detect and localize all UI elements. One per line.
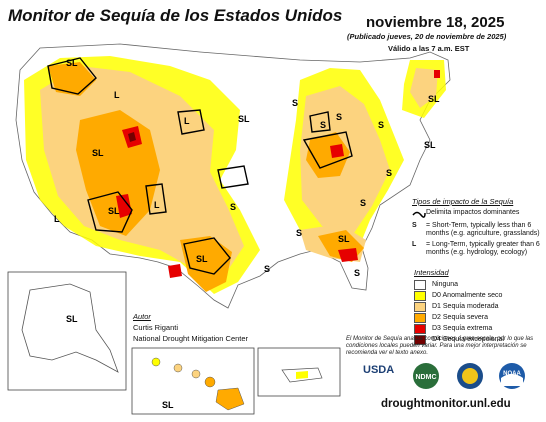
- legend-item-d1: D1 Sequía moderada: [414, 301, 546, 312]
- disclaimer-note: El Monitor de Sequía analiza condiciones…: [346, 336, 534, 357]
- legend-swatch: [414, 290, 426, 301]
- impact-boundary-arizona: [87, 191, 133, 233]
- d2-region-northwest: [48, 62, 96, 96]
- legend-label: Ninguna: [432, 281, 459, 288]
- impact-boundary-colorado: [145, 183, 167, 215]
- impact-label-s-kansas: S: [230, 202, 236, 212]
- legend-item-d4: D4 Sequía excepcional: [414, 334, 546, 345]
- ndmc-logo: NDMC: [413, 363, 439, 389]
- boundary-label: Delimita impactos dominantes: [426, 209, 520, 216]
- legend-label: D2 Sequía severa: [432, 314, 489, 321]
- impact-label-sl-southeast: SL: [338, 234, 350, 244]
- long-term-key: L = Long-Term, typically greater than 6 …: [412, 241, 544, 257]
- d3-region-texas: [168, 264, 182, 278]
- d3-region-georgia: [338, 248, 358, 262]
- impact-label-s-texas: S: [264, 264, 270, 274]
- legend-label: D4 Sequía excepcional: [432, 336, 504, 343]
- impact-label-l-idaho: L: [114, 90, 120, 100]
- long-term-text: = Long-Term, typically greater than 6 mo…: [426, 241, 540, 257]
- usda-logo: USDA: [363, 364, 395, 376]
- legend-swatch: [414, 301, 426, 312]
- impact-label-s-michigan: S: [320, 120, 326, 130]
- impact-label-sl-maine: SL: [428, 94, 440, 104]
- map-title: Monitor de Sequía de los Estados Unidos: [8, 6, 343, 25]
- impact-label-s-ohio: S: [336, 112, 342, 122]
- map-date: noviembre 18, 2025: [366, 14, 505, 31]
- impact-label-s-northeast: S: [378, 120, 384, 130]
- short-term-letter: S: [412, 222, 417, 229]
- noaa-text: NOAA: [503, 371, 521, 377]
- author-title: Autor: [133, 312, 151, 321]
- legend-swatch: [414, 334, 426, 345]
- impact-label-s-midwest: S: [292, 98, 298, 108]
- impact-label-sl-northplains: SL: [238, 114, 250, 124]
- impact-label-sl-nyc: SL: [424, 140, 436, 150]
- impact-label-sl-hawaii: SL: [162, 400, 174, 410]
- impact-label-l-southwest: L: [54, 214, 60, 224]
- d1-region-northeast: [410, 68, 438, 108]
- author-block: Autor Curtis Riganti National Drought Mi…: [133, 312, 248, 345]
- hawaii-island-oahu: [173, 363, 183, 373]
- valid-time: Válido a las 7 a.m. EST: [388, 44, 470, 53]
- legend-swatch: [414, 312, 426, 323]
- impact-label-sl-alaska: SL: [66, 314, 78, 324]
- impact-label-sl-west: SL: [92, 148, 104, 158]
- author-org: National Drought Mitigation Center: [133, 334, 249, 343]
- short-term-text: = Short-Term, typically less than 6 mont…: [426, 222, 540, 238]
- hawaii-island-kauai: [151, 357, 161, 367]
- impact-boundary-dakota: [177, 109, 205, 135]
- boundary-line-icon: [412, 211, 426, 218]
- impact-label-sl-texas: SL: [196, 254, 208, 264]
- impact-label-sl-arizona: SL: [108, 206, 120, 216]
- impact-boundary-key: Delimita impactos dominantes: [412, 209, 544, 219]
- legend-swatch: [414, 323, 426, 334]
- hawaii-island-big: [215, 387, 245, 411]
- impact-boundary-northwest: [47, 57, 97, 95]
- impact-legend-title: Tipos de impacto de la Sequía: [412, 197, 514, 206]
- website-url[interactable]: droughtmonitor.unl.edu: [381, 398, 511, 410]
- intensity-legend-title: Intensidad: [414, 268, 449, 277]
- impact-boundary-kansas: [217, 165, 249, 189]
- hawaii-island-maui: [204, 376, 216, 388]
- impact-label-s-carolina: S: [360, 198, 366, 208]
- d3-region-maine: [434, 70, 440, 78]
- impact-legend: Tipos de impacto de la Sequía Delimita i…: [412, 197, 544, 260]
- hawaii-island-molokai: [191, 369, 201, 379]
- legend-label: D3 Sequía extrema: [432, 325, 493, 332]
- legend-item-none: Ninguna: [414, 279, 546, 290]
- d2-region-ohio: [306, 132, 350, 178]
- impact-boundary-michigan: [309, 111, 331, 133]
- impact-label-s-florida: S: [354, 268, 360, 278]
- long-term-letter: L: [412, 241, 417, 249]
- impact-label-s-gulf: S: [296, 228, 302, 238]
- legend-swatch: [414, 279, 426, 290]
- impact-label-l-dakota: L: [184, 116, 190, 126]
- legend-item-d0: D0 Anomalmente seco: [414, 290, 546, 301]
- impact-boundary-texas: [183, 237, 231, 275]
- impact-label-s-appalachia: S: [386, 168, 392, 178]
- legend-item-d3: D3 Sequía extrema: [414, 323, 546, 334]
- author-name: Curtis Riganti: [133, 323, 179, 332]
- puerto-rico-d0: [296, 371, 308, 379]
- d2-region-texas: [180, 236, 232, 292]
- commerce-seal-logo: [457, 363, 483, 389]
- d4-region-utah: [128, 132, 136, 142]
- short-term-key: S = Short-Term, typically less than 6 mo…: [412, 222, 544, 238]
- d3-region-ohio: [330, 144, 344, 158]
- legend-item-d2: D2 Sequía severa: [414, 312, 546, 323]
- noaa-logo: NOAA: [499, 363, 525, 389]
- impact-boundary-ohio: [302, 131, 353, 169]
- legend-label: D1 Sequía moderada: [432, 303, 499, 310]
- ndmc-text: NDMC: [416, 374, 437, 381]
- impact-label-sl-northwest: SL: [66, 58, 78, 68]
- intensity-legend: Intensidad Ninguna D0 Anomalmente seco D…: [414, 268, 546, 345]
- legend-label: D0 Anomalmente seco: [432, 292, 503, 299]
- publication-note: (Publicado jueves, 20 de noviembre de 20…: [347, 32, 507, 41]
- impact-label-l-colorado: L: [154, 200, 160, 210]
- alaska-outline: [21, 283, 119, 373]
- d3-region-arizona: [116, 194, 132, 218]
